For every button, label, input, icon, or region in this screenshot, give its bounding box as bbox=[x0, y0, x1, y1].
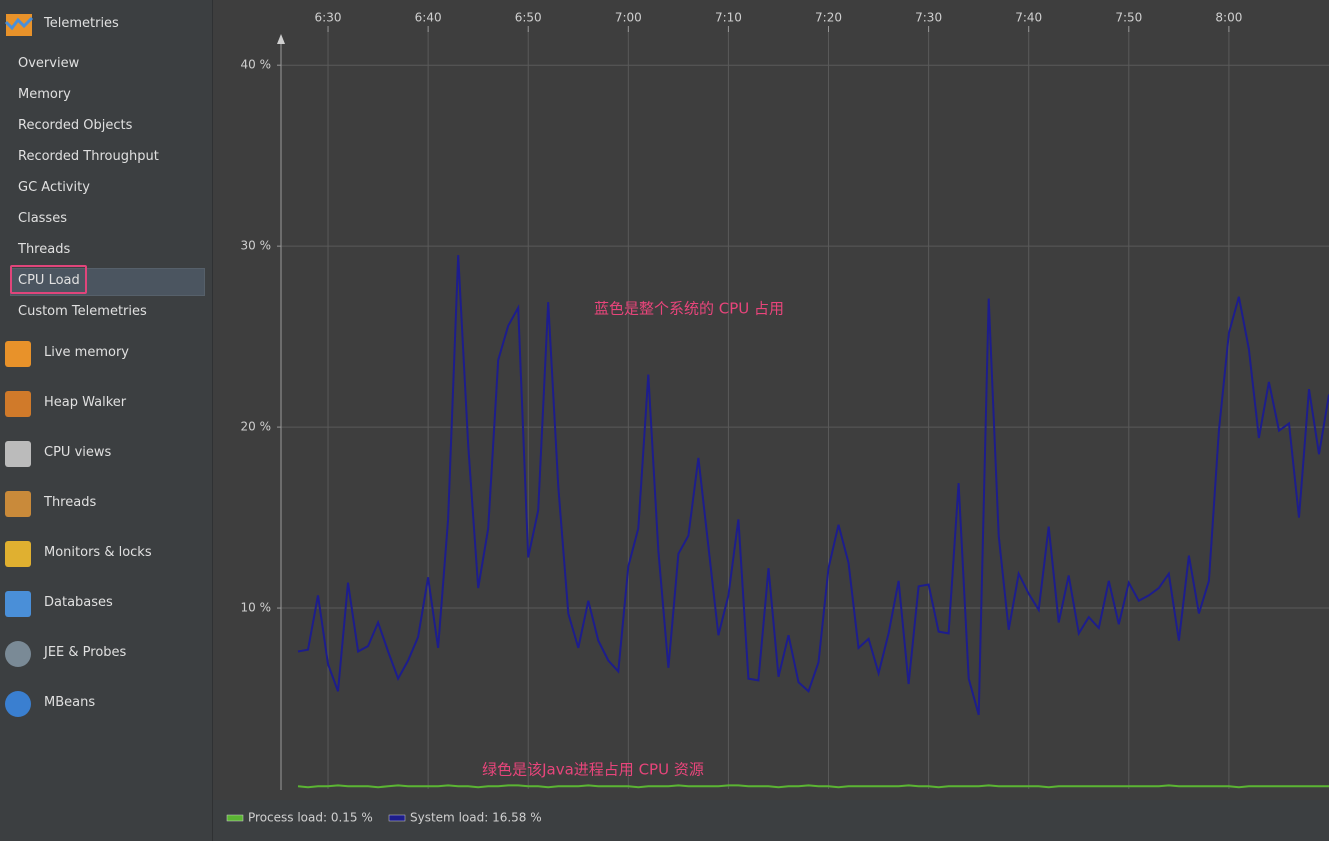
series-line bbox=[297, 784, 1329, 789]
plot-background bbox=[213, 0, 1329, 800]
telemetries-header[interactable]: Telemetries bbox=[0, 10, 212, 38]
annotation: 绿色是该Java进程占用 CPU 资源 bbox=[482, 761, 704, 779]
section-label: Heap Walker bbox=[44, 395, 127, 410]
x-tick-label: 7:40 bbox=[1015, 11, 1042, 25]
section-icon bbox=[5, 641, 31, 667]
legend-label: Process load: 0.15 % bbox=[248, 811, 373, 825]
telemetries-icon bbox=[4, 14, 34, 36]
x-tick-label: 7:30 bbox=[915, 11, 942, 25]
nav-item[interactable]: Recorded Objects bbox=[18, 118, 133, 133]
section-icon bbox=[5, 691, 31, 717]
nav-section[interactable]: JEE & Probes bbox=[0, 635, 212, 671]
y-tick-label: 20 % bbox=[241, 420, 272, 434]
section-label: MBeans bbox=[44, 695, 96, 710]
legend-label: System load: 16.58 % bbox=[410, 811, 542, 825]
nav-item[interactable]: Threads bbox=[18, 242, 71, 257]
annotation-box bbox=[10, 265, 87, 294]
legend-bar bbox=[213, 800, 1329, 841]
nav-section[interactable]: CPU views bbox=[0, 435, 212, 471]
section-icon bbox=[5, 541, 31, 567]
nav-item-selected[interactable]: CPU Load bbox=[18, 273, 80, 288]
section-icon bbox=[5, 491, 31, 517]
series-line bbox=[297, 255, 1329, 716]
x-tick-label: 7:10 bbox=[715, 11, 742, 25]
section-icon bbox=[5, 391, 31, 417]
legend-swatch bbox=[226, 814, 244, 822]
sidebar: Telemetries Overview Memory Recorded Objec… bbox=[0, 0, 213, 841]
section-label: CPU views bbox=[44, 445, 112, 460]
nav-item[interactable]: GC Activity bbox=[18, 180, 90, 195]
section-label: Threads bbox=[44, 495, 97, 510]
x-tick-label: 6:40 bbox=[415, 11, 442, 25]
section-icon bbox=[5, 341, 31, 367]
y-tick-label: 10 % bbox=[241, 601, 272, 615]
nav-section[interactable]: Heap Walker bbox=[0, 385, 212, 421]
nav-section[interactable]: Threads bbox=[0, 485, 212, 521]
section-icon bbox=[5, 591, 31, 617]
nav-section[interactable]: Monitors & locks bbox=[0, 535, 212, 571]
nav-section[interactable]: Live memory bbox=[0, 335, 212, 371]
annotation: 蓝色是整个系统的 CPU 占用 bbox=[594, 300, 784, 318]
x-tick-label: 6:50 bbox=[515, 11, 542, 25]
nav-item[interactable]: Recorded Throughput bbox=[18, 149, 159, 164]
x-tick-label: 8:00 bbox=[1215, 11, 1242, 25]
y-tick-label: 30 % bbox=[241, 239, 272, 253]
nav-item[interactable]: Custom Telemetries bbox=[18, 304, 147, 319]
header-label: Telemetries bbox=[44, 16, 119, 31]
selection-highlight bbox=[10, 268, 205, 296]
y-tick-label: 40 % bbox=[241, 58, 272, 72]
nav-section[interactable]: Databases bbox=[0, 585, 212, 621]
nav-item[interactable]: Overview bbox=[18, 56, 80, 71]
x-tick-label: 7:50 bbox=[1115, 11, 1142, 25]
nav-item[interactable]: Classes bbox=[18, 211, 67, 226]
chart: 10 % 20 % 30 % 40 % 6:30 6:40 6:50 7:00 7:10 7:20… bbox=[213, 0, 1329, 841]
x-tick-label: 6:30 bbox=[315, 11, 342, 25]
section-label: Monitors & locks bbox=[44, 545, 152, 560]
legend-swatch bbox=[388, 814, 406, 822]
y-axis-arrow bbox=[277, 34, 285, 44]
nav-section[interactable]: MBeans bbox=[0, 685, 212, 721]
x-tick-label: 7:00 bbox=[615, 11, 642, 25]
section-icon bbox=[5, 441, 31, 467]
section-label: Databases bbox=[44, 595, 113, 610]
section-label: JEE & Probes bbox=[44, 645, 127, 660]
x-tick-label: 7:20 bbox=[815, 11, 842, 25]
section-label: Live memory bbox=[44, 345, 129, 360]
nav-item[interactable]: Memory bbox=[18, 87, 71, 102]
